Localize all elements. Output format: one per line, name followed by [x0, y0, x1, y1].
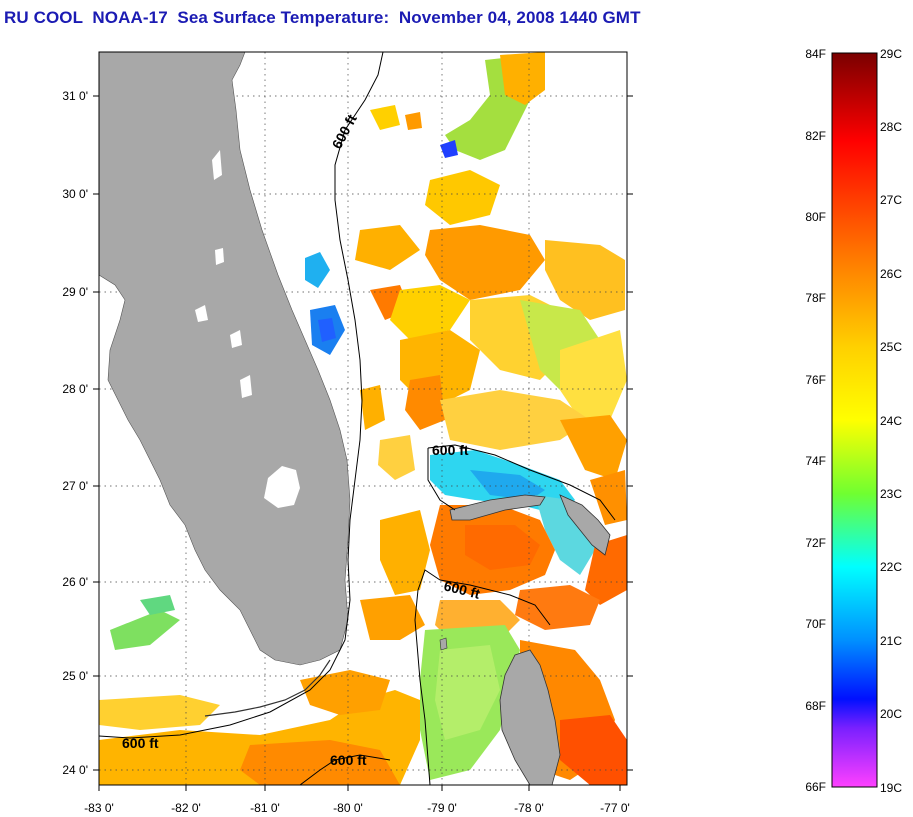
lake-okeechobee [264, 466, 300, 508]
lon-tick-label: -78 0' [514, 801, 544, 815]
colorbar-f-label: 76F [805, 373, 826, 387]
inland-lakes [195, 150, 252, 398]
florida-landmass [99, 52, 351, 666]
colorbar-celsius-labels: 29C 28C 27C 26C 25C 24C 23C 22C 21C 20C … [880, 47, 902, 795]
colorbar-f-label: 72F [805, 536, 826, 550]
lat-tick-label: 25 0' [62, 669, 88, 683]
lon-tick-label: -81 0' [250, 801, 280, 815]
lon-tick-label: -79 0' [427, 801, 457, 815]
colorbar-f-label: 74F [805, 454, 826, 468]
colorbar-f-label: 84F [805, 47, 826, 61]
colorbar-c-label: 22C [880, 560, 902, 574]
lat-tick-label: 28 0' [62, 382, 88, 396]
andros-island [499, 649, 561, 785]
map-frame [98, 51, 628, 786]
colorbar-f-label: 66F [805, 780, 826, 794]
colorbar-f-label: 68F [805, 699, 826, 713]
bimini-islands [439, 637, 448, 651]
colorbar-c-label: 19C [880, 781, 902, 795]
contour-label-southwest: 600 ft [122, 735, 159, 751]
lat-tick-label: 24 0' [62, 763, 88, 777]
lat-tick-label: 27 0' [62, 479, 88, 493]
colorbar-c-label: 25C [880, 340, 902, 354]
colorbar-fahrenheit-labels: 84F 82F 80F 78F 76F 74F 72F 70F 68F 66F [805, 47, 826, 794]
colorbar-c-label: 24C [880, 414, 902, 428]
lon-tick-label: -80 0' [333, 801, 363, 815]
lat-tick-label: 30 0' [62, 187, 88, 201]
longitude-labels: -83 0' -82 0' -81 0' -80 0' -79 0' -78 0… [84, 801, 630, 815]
latitude-labels: 31 0' 30 0' 29 0' 28 0' 27 0' 26 0' 25 0… [62, 89, 88, 777]
lat-tick-label: 31 0' [62, 89, 88, 103]
colorbar-c-label: 26C [880, 267, 902, 281]
florida-keys [204, 659, 331, 717]
colorbar-c-label: 20C [880, 707, 902, 721]
abaco-island [559, 494, 611, 556]
lat-tick-label: 29 0' [62, 285, 88, 299]
lon-tick-label: -82 0' [171, 801, 201, 815]
contour-label-south: 600 ft [330, 752, 367, 768]
colorbar-c-label: 23C [880, 487, 902, 501]
colorbar-f-label: 70F [805, 617, 826, 631]
colorbar-f-label: 78F [805, 291, 826, 305]
sst-data-layer [99, 52, 627, 785]
colorbar: 84F 82F 80F 78F 76F 74F 72F 70F 68F 66F … [805, 47, 902, 795]
depth-contours [99, 52, 616, 785]
contour-label-bahama-bank: 600 ft [432, 442, 469, 458]
tick-marks [93, 95, 633, 791]
colorbar-c-label: 27C [880, 193, 902, 207]
lon-tick-label: -77 0' [600, 801, 630, 815]
map-title: RU COOL NOAA-17 Sea Surface Temperature:… [4, 8, 641, 27]
grand-bahama [449, 494, 546, 521]
colorbar-c-label: 29C [880, 47, 902, 61]
colorbar-c-label: 21C [880, 634, 902, 648]
lat-tick-label: 26 0' [62, 575, 88, 589]
colorbar-f-label: 82F [805, 129, 826, 143]
colorbar-f-label: 80F [805, 210, 826, 224]
colorbar-gradient [831, 52, 878, 788]
colorbar-c-label: 28C [880, 120, 902, 134]
lon-tick-label: -83 0' [84, 801, 114, 815]
